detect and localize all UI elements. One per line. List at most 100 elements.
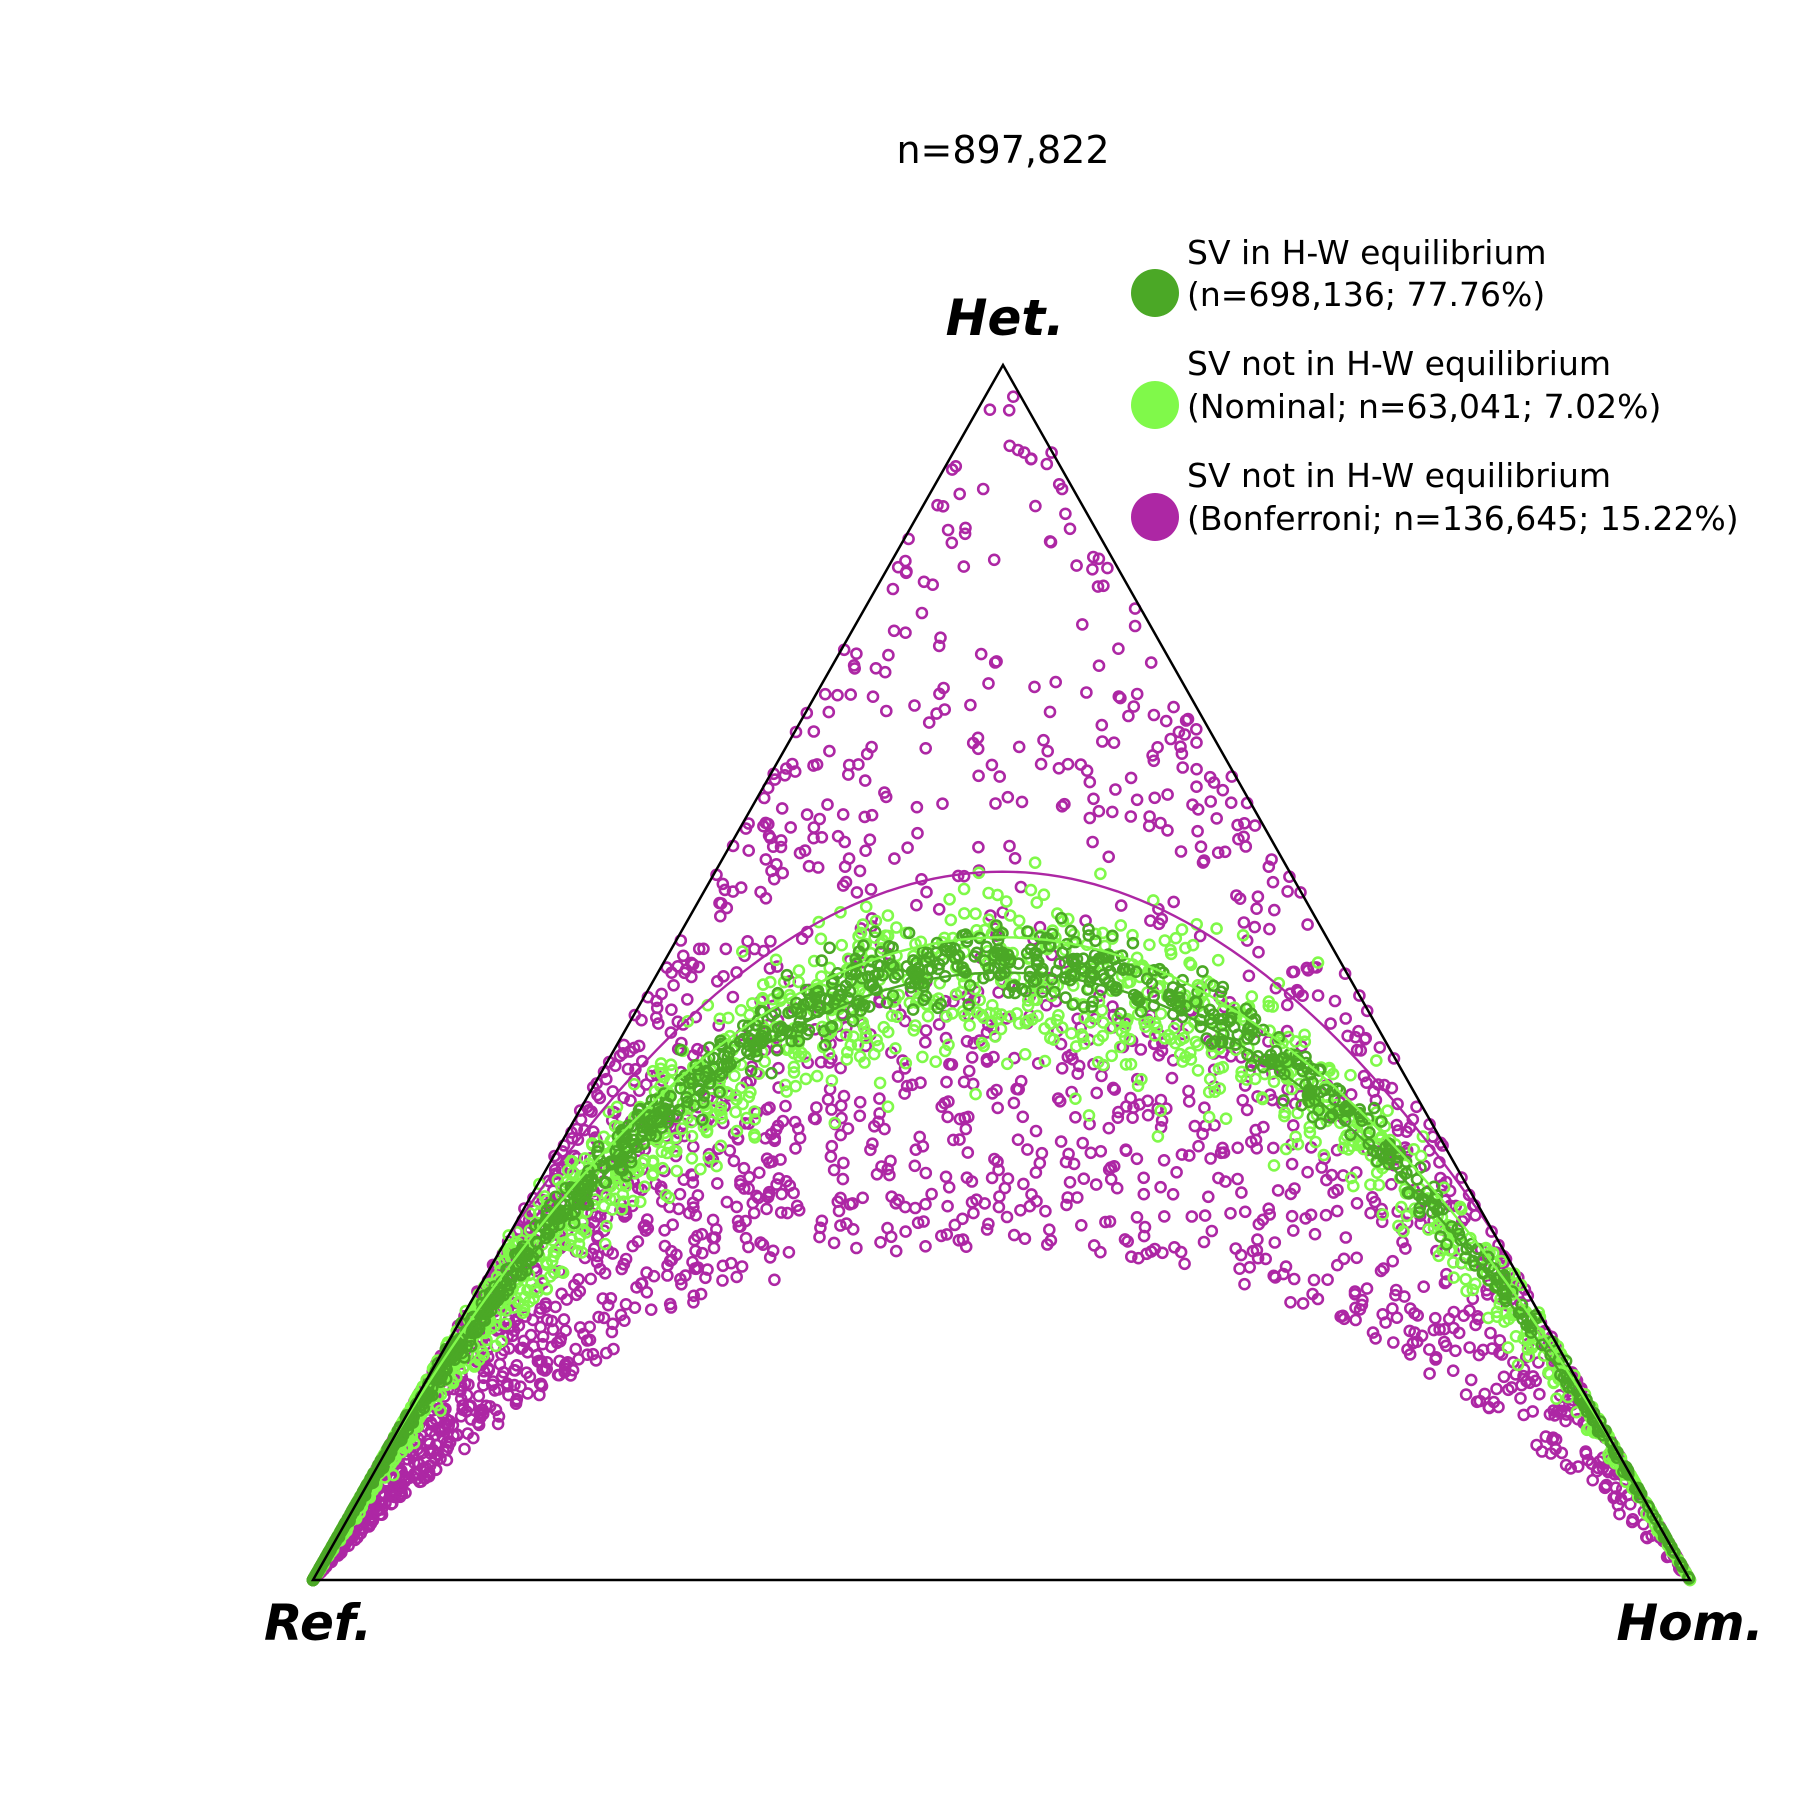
- point-bonferroni: [1054, 1135, 1068, 1148]
- point-bonferroni: [900, 1079, 914, 1093]
- point-bonferroni: [1043, 705, 1057, 719]
- point-nominal: [1018, 1048, 1032, 1061]
- point-bonferroni: [539, 1297, 553, 1310]
- point-nominal: [1000, 1057, 1014, 1071]
- point-bonferroni: [599, 1346, 613, 1360]
- point-bonferroni: [853, 1109, 867, 1123]
- point-nominal: [694, 1162, 707, 1176]
- point-bonferroni: [914, 1076, 927, 1089]
- point-bonferroni: [899, 554, 912, 568]
- point-bonferroni: [726, 990, 740, 1004]
- point-bonferroni: [1140, 1247, 1153, 1261]
- point-bonferroni: [911, 826, 924, 840]
- point-bonferroni: [458, 1442, 471, 1456]
- point-nominal: [1030, 896, 1044, 909]
- point-bonferroni: [884, 1230, 898, 1244]
- point-bonferroni: [824, 1150, 838, 1163]
- point-bonferroni: [730, 1200, 744, 1214]
- point-bonferroni: [1259, 1252, 1272, 1266]
- point-bonferroni: [1238, 1205, 1252, 1219]
- point-bonferroni: [1097, 579, 1110, 593]
- point-bonferroni: [919, 1197, 932, 1211]
- point-bonferroni: [801, 1056, 815, 1070]
- point-bonferroni: [850, 886, 864, 899]
- point-bonferroni: [1533, 1387, 1546, 1401]
- point-bonferroni: [401, 1453, 414, 1466]
- point-bonferroni: [599, 1072, 613, 1086]
- point-bonferroni: [675, 1036, 688, 1050]
- point-bonferroni: [778, 768, 792, 782]
- point-bonferroni: [1287, 1272, 1301, 1286]
- point-bonferroni: [1640, 1531, 1654, 1545]
- point-bonferroni: [960, 1171, 974, 1184]
- point-bonferroni: [1354, 1044, 1368, 1057]
- point-bonferroni: [936, 499, 950, 513]
- point-bonferroni: [1198, 1101, 1211, 1114]
- point-bonferroni: [908, 699, 921, 712]
- point-bonferroni: [1399, 1242, 1412, 1255]
- point-hwe: [1059, 991, 1072, 1004]
- point-bonferroni: [1360, 1282, 1374, 1295]
- point-nominal: [1105, 1049, 1118, 1063]
- point-bonferroni: [1141, 1108, 1155, 1122]
- point-bonferroni: [1387, 1336, 1400, 1349]
- point-bonferroni: [1284, 1296, 1297, 1309]
- point-bonferroni: [754, 1236, 767, 1249]
- point-bonferroni: [1154, 1180, 1167, 1194]
- point-bonferroni: [647, 1269, 661, 1283]
- point-bonferroni: [1250, 1142, 1263, 1155]
- point-bonferroni: [712, 1019, 726, 1032]
- point-bonferroni: [917, 1215, 930, 1228]
- point-bonferroni: [957, 869, 971, 883]
- point-bonferroni: [1104, 1173, 1118, 1186]
- point-bonferroni: [985, 758, 999, 772]
- point-bonferroni: [1427, 1323, 1441, 1337]
- point-bonferroni: [1017, 1177, 1030, 1191]
- point-bonferroni: [775, 802, 789, 815]
- point-bonferroni: [934, 631, 947, 645]
- point-bonferroni: [986, 1087, 999, 1100]
- point-bonferroni: [1243, 1261, 1256, 1274]
- point-bonferroni: [1464, 1373, 1478, 1387]
- point-bonferroni: [1190, 780, 1203, 794]
- point-bonferroni: [989, 797, 1002, 810]
- point-bonferroni: [899, 626, 912, 640]
- point-bonferroni: [1287, 1119, 1300, 1132]
- point-bonferroni: [534, 1320, 547, 1334]
- point-bonferroni: [1025, 1188, 1038, 1201]
- point-bonferroni: [992, 1163, 1005, 1177]
- point-bonferroni: [827, 1236, 841, 1250]
- point-bonferroni: [925, 1187, 938, 1201]
- point-bonferroni: [1549, 1442, 1562, 1456]
- point-bonferroni: [873, 1107, 886, 1120]
- point-bonferroni: [1041, 744, 1054, 758]
- point-bonferroni: [687, 1296, 700, 1309]
- point-bonferroni: [772, 1172, 786, 1185]
- point-nominal: [881, 1100, 895, 1113]
- point-bonferroni: [844, 688, 858, 701]
- point-bonferroni: [940, 1075, 953, 1089]
- point-bonferroni: [502, 1342, 516, 1355]
- point-bonferroni: [716, 1274, 729, 1287]
- point-bonferroni: [1438, 1335, 1451, 1349]
- point-bonferroni: [1156, 1246, 1169, 1260]
- point-bonferroni: [621, 1062, 635, 1076]
- point-nominal: [881, 909, 895, 922]
- point-nominal: [1219, 1112, 1233, 1125]
- point-bonferroni: [1172, 725, 1186, 739]
- point-bonferroni: [695, 1227, 709, 1241]
- point-nominal: [810, 1069, 824, 1083]
- point-bonferroni: [932, 639, 946, 653]
- point-bonferroni: [1301, 918, 1314, 931]
- point-bonferroni: [882, 648, 895, 662]
- point-bonferroni: [953, 1112, 967, 1126]
- point-bonferroni: [814, 1221, 827, 1235]
- point-bonferroni: [464, 1399, 478, 1413]
- point-bonferroni: [1110, 1181, 1124, 1195]
- point-bonferroni: [735, 1260, 749, 1273]
- point-bonferroni: [674, 1272, 687, 1286]
- point-bonferroni: [886, 582, 900, 596]
- point-bonferroni: [1311, 989, 1325, 1002]
- point-bonferroni: [1324, 1017, 1337, 1030]
- point-bonferroni: [750, 1189, 763, 1203]
